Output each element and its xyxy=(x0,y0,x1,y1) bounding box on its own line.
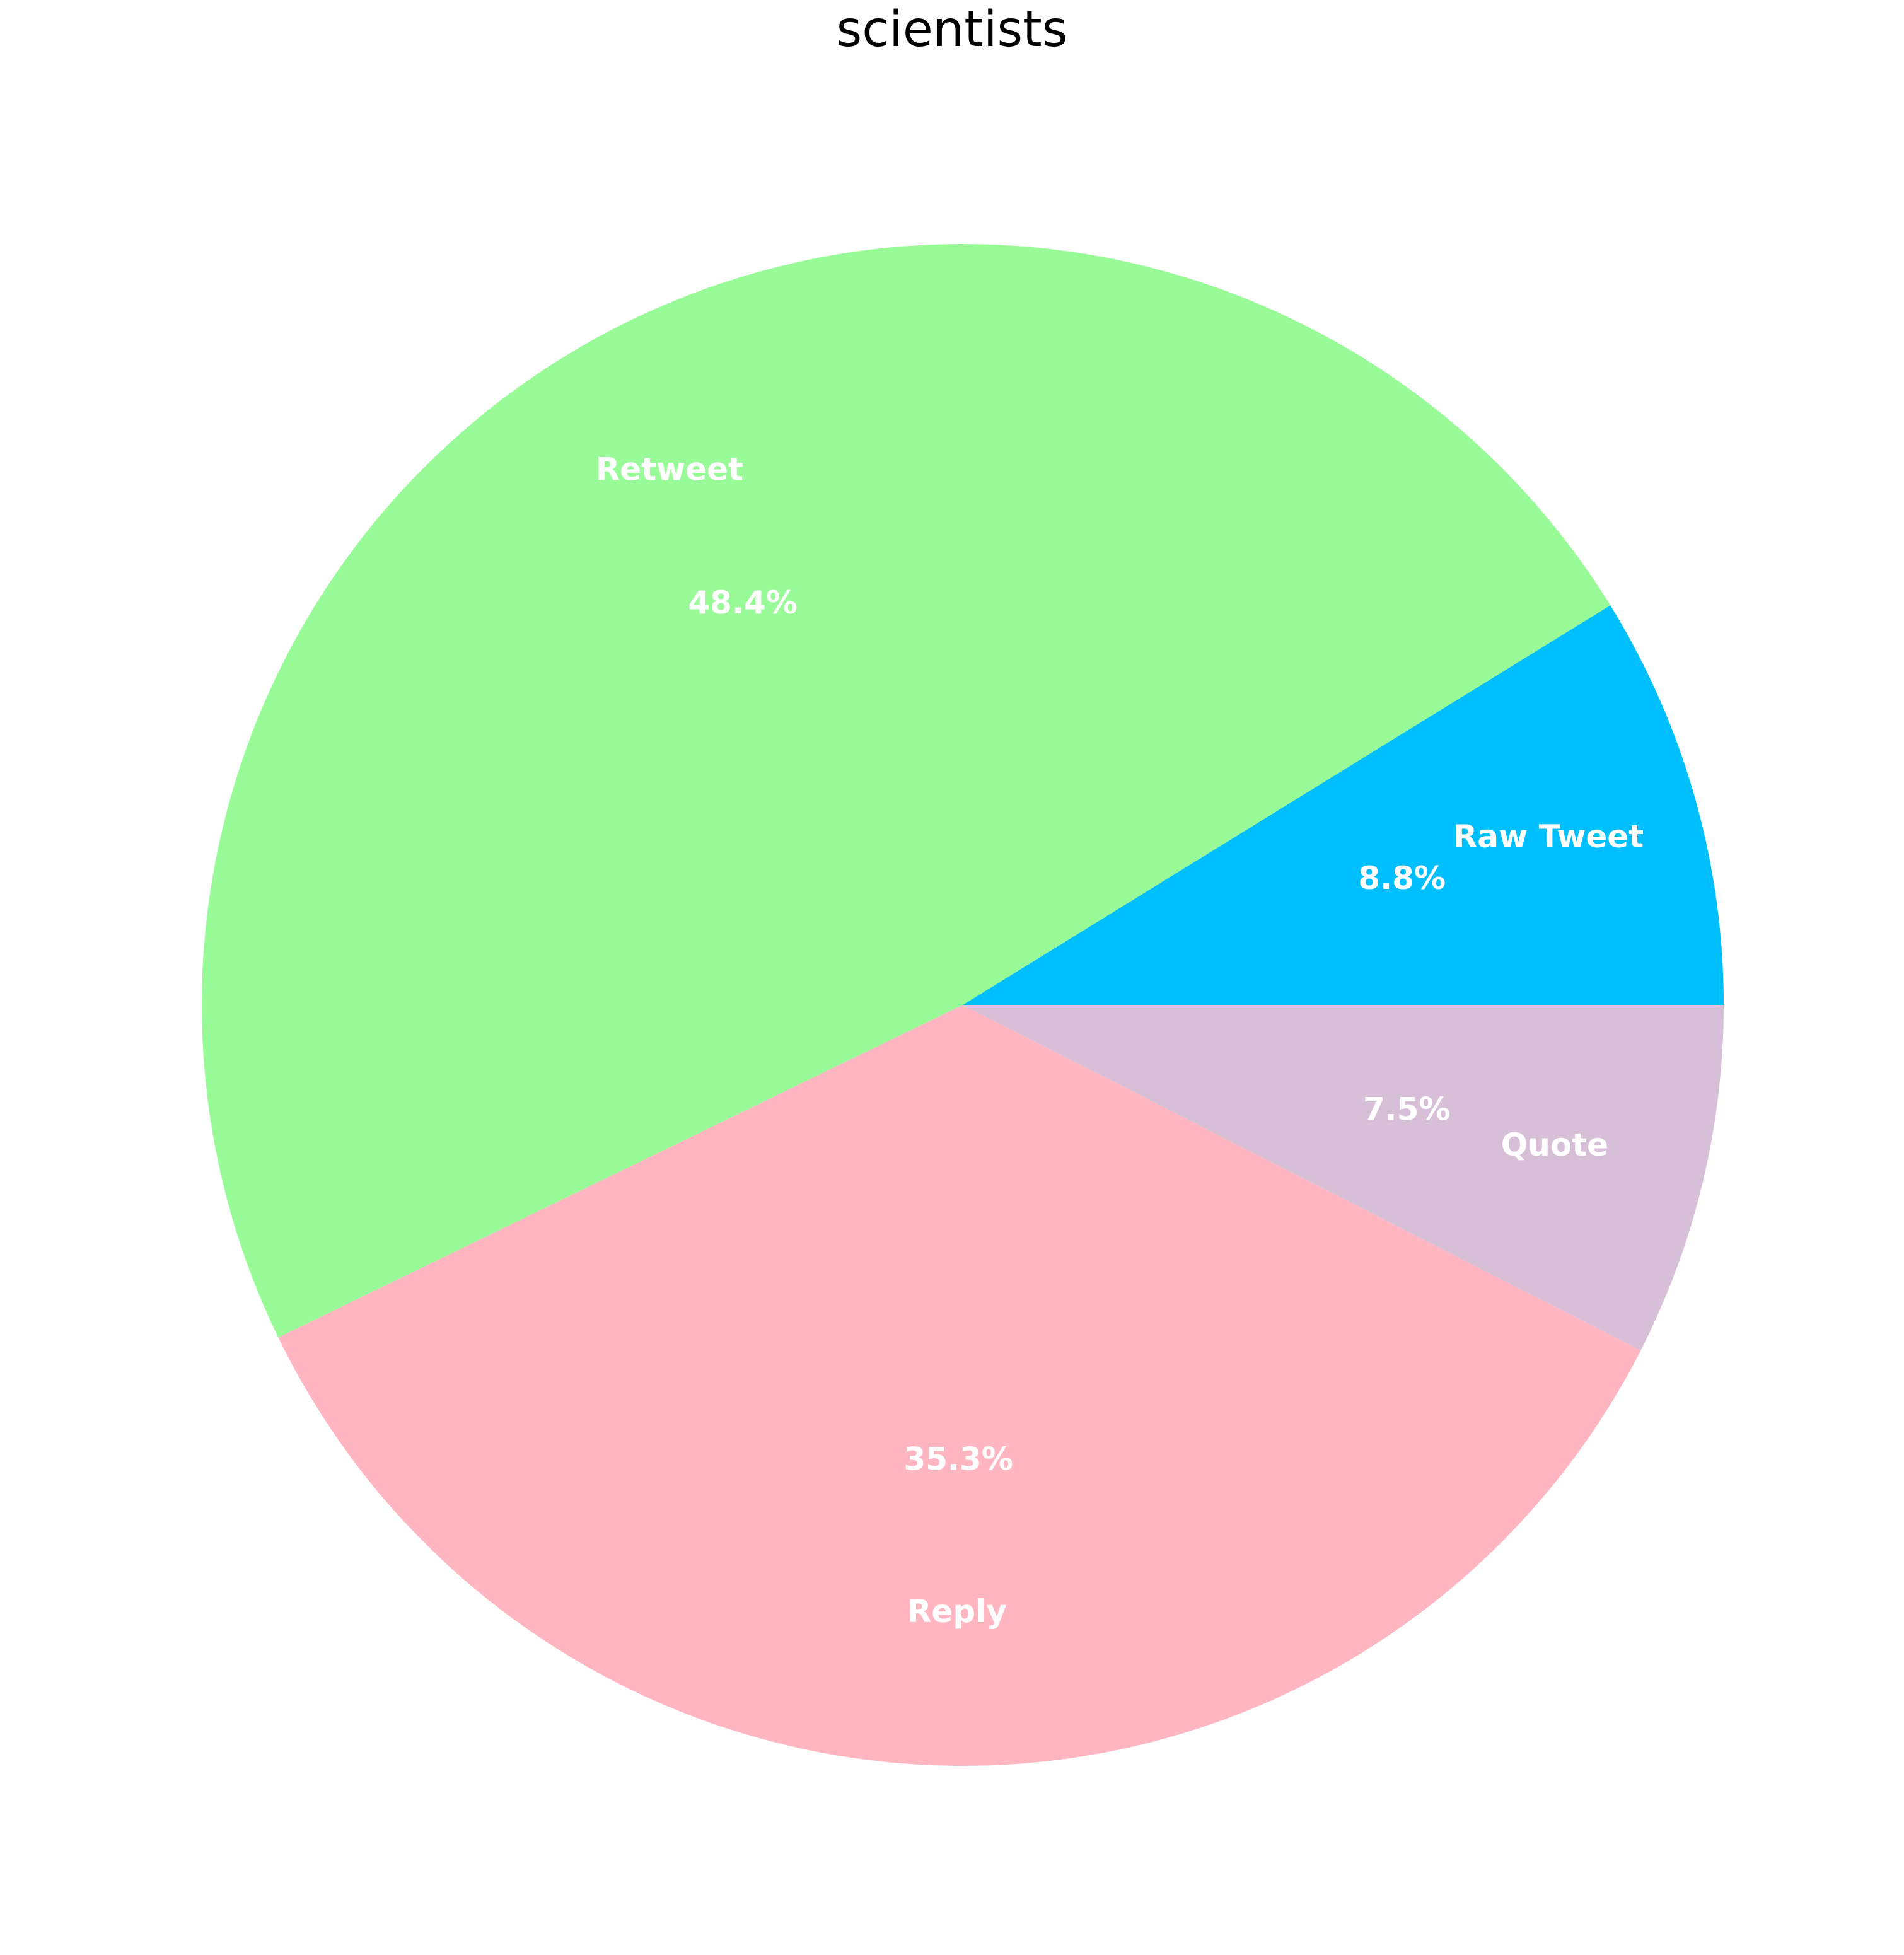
pie-slice-retweet xyxy=(202,244,1611,1338)
pie-slice-reply xyxy=(278,1005,1641,1766)
slice-label: Quote xyxy=(1501,1127,1608,1163)
slice-label: Raw Tweet xyxy=(1453,818,1644,855)
slice-percent-label: 7.5% xyxy=(1363,1091,1451,1128)
slice-label: Reply xyxy=(907,1593,1007,1630)
chart-title: scientists xyxy=(836,1,1068,58)
slice-percent-label: 35.3% xyxy=(903,1441,1013,1478)
slice-percent-label: 48.4% xyxy=(688,584,797,621)
pie-slices xyxy=(202,244,1724,1766)
slice-percent-label: 8.8% xyxy=(1358,860,1446,896)
pie-slice-quote xyxy=(963,1005,1724,1350)
slice-label: Retweet xyxy=(596,451,743,487)
pie-slice-raw-tweet xyxy=(963,605,1724,1005)
